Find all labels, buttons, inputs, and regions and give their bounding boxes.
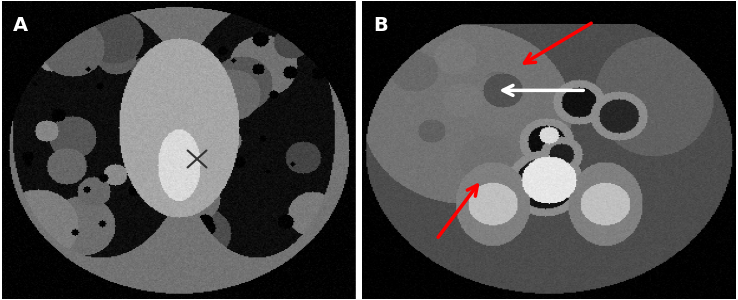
Text: A: A <box>13 16 28 35</box>
Text: B: B <box>373 16 387 35</box>
